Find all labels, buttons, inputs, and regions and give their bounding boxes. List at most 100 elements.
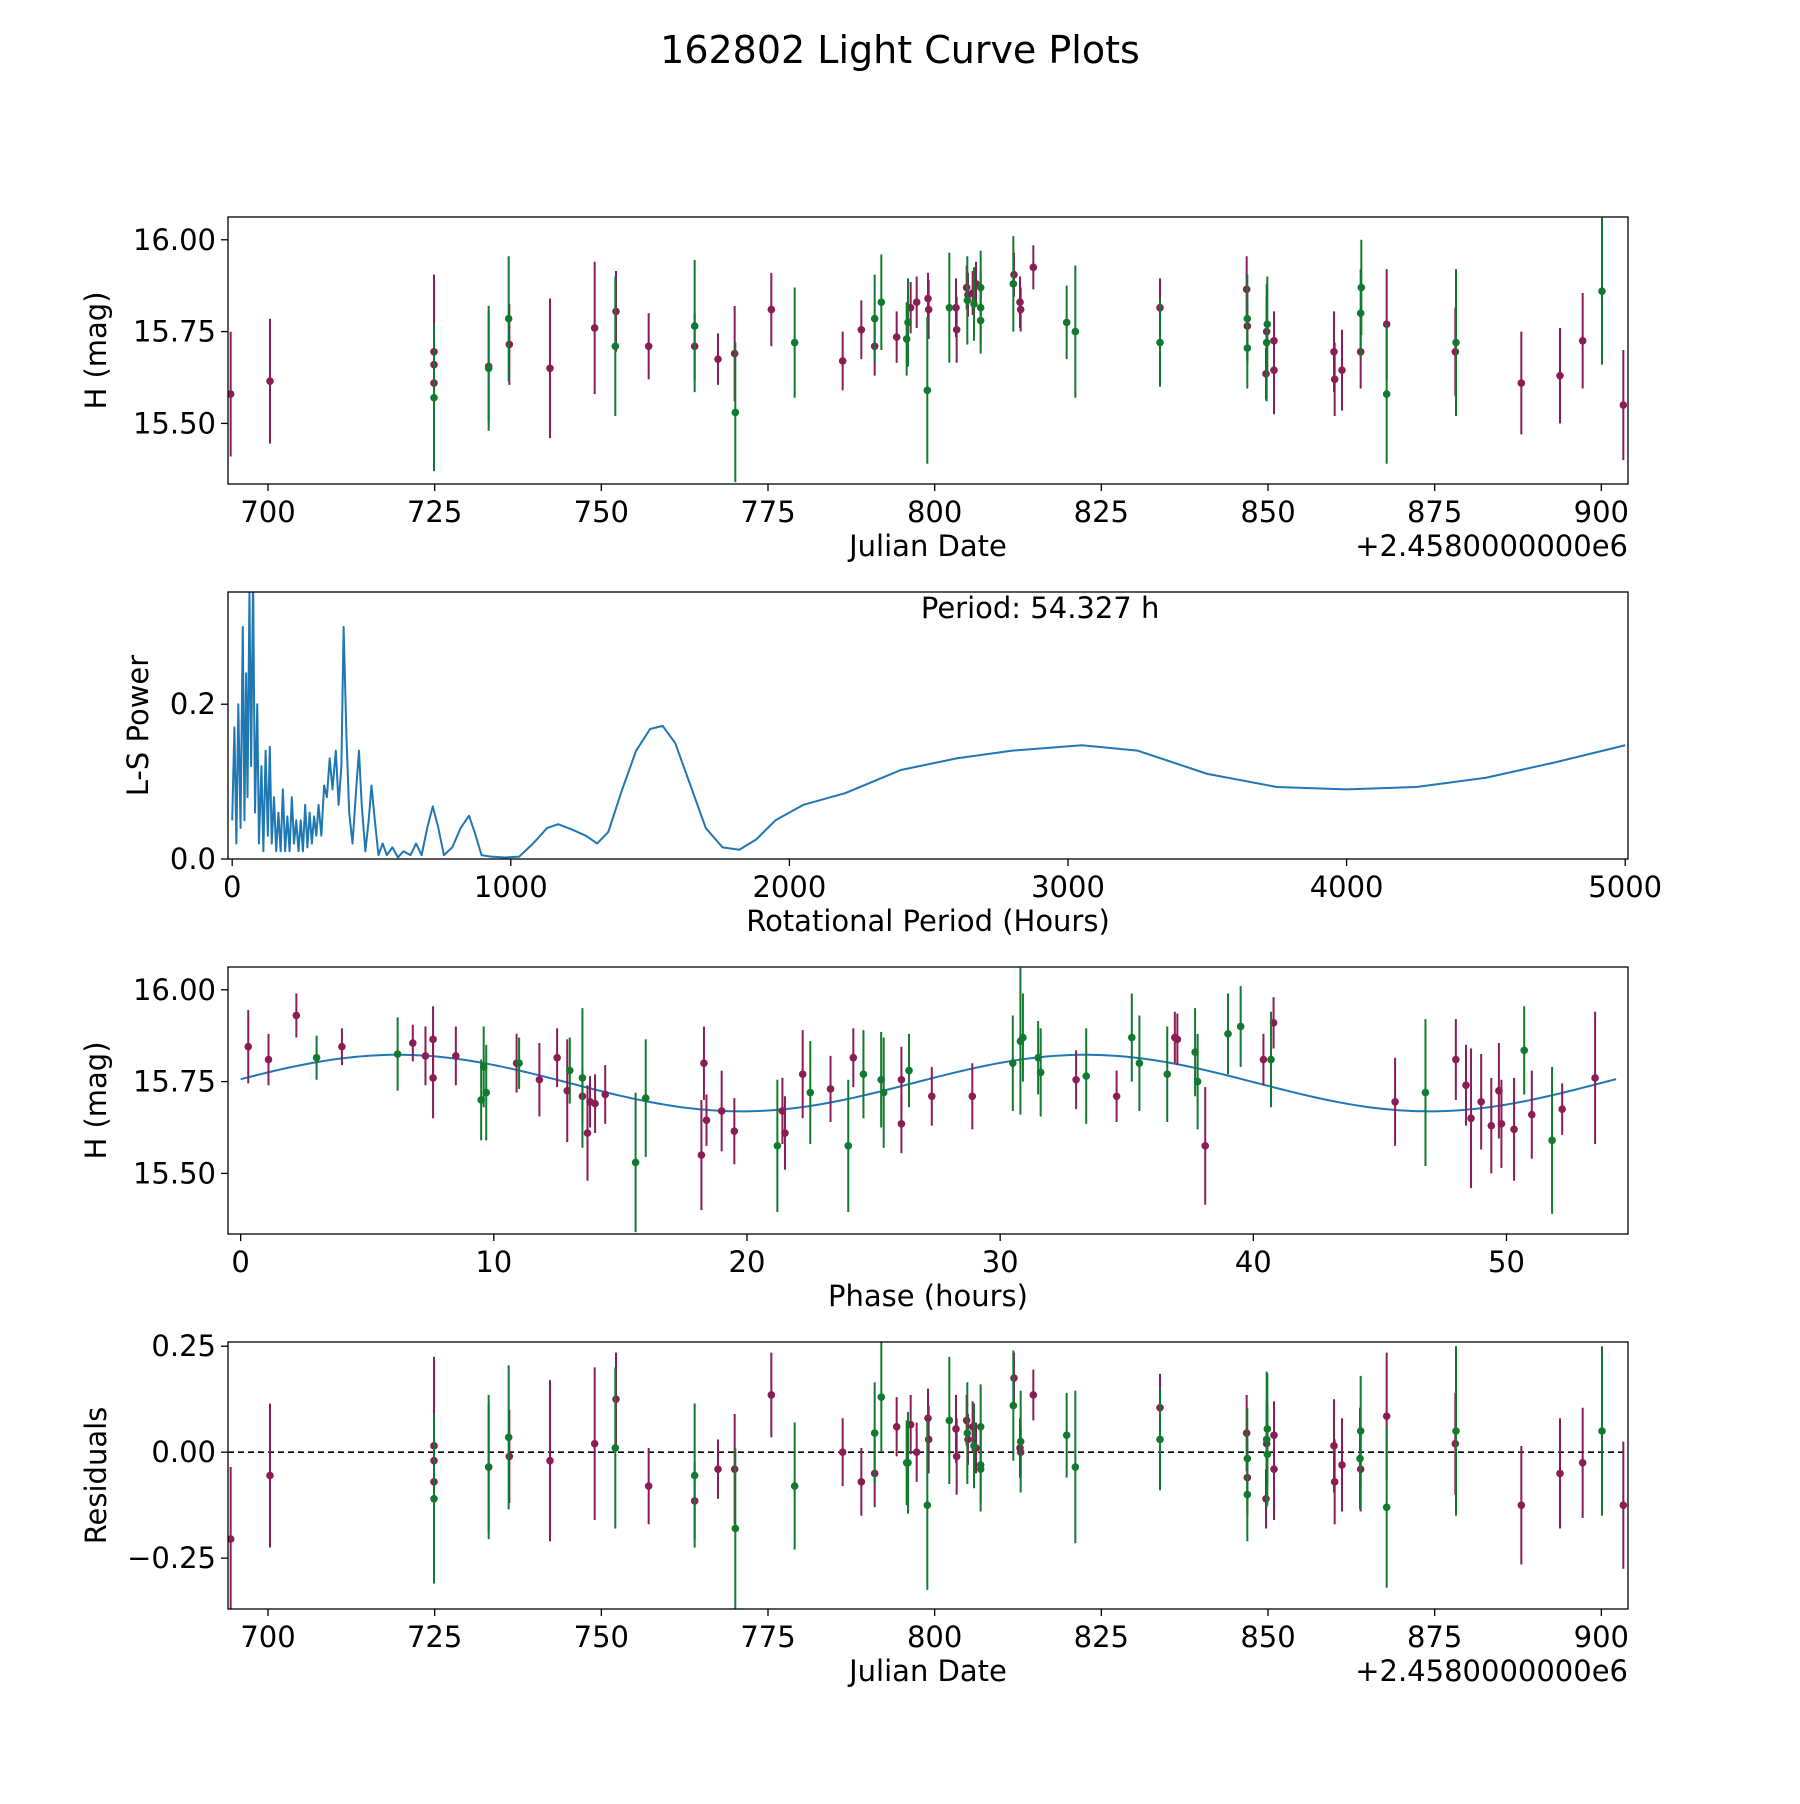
y-tick-label: 0.0	[170, 842, 216, 876]
data-point-filter_b	[970, 300, 978, 308]
x-tick-label: 775	[740, 495, 795, 529]
x-axis-label: Phase (hours)	[828, 1279, 1028, 1313]
x-tick-label: 875	[1407, 495, 1462, 529]
data-point-filter_a	[228, 390, 235, 398]
data-point-filter_a	[1497, 1120, 1506, 1128]
data-point-filter_a	[1527, 1110, 1536, 1119]
x-tick-label: 800	[907, 495, 962, 529]
data-point-filter_b	[1520, 1046, 1529, 1055]
data-point-filter_b	[1156, 338, 1164, 347]
data-point-filter_b	[1071, 327, 1080, 336]
data-point-filter_b	[1009, 1401, 1018, 1410]
data-point-filter_a	[1517, 379, 1526, 387]
data-point-filter_b	[504, 1433, 513, 1442]
data-point-filter_a	[767, 305, 776, 314]
data-point-filter_b	[484, 1463, 493, 1471]
data-point-filter_a	[266, 377, 274, 385]
data-point-filter_a	[697, 1151, 706, 1159]
data-point-filter_a	[1016, 305, 1025, 314]
x-tick-label: 3000	[1031, 870, 1105, 904]
data-point-filter_b	[1263, 1450, 1272, 1459]
data-point-filter_a	[228, 1535, 235, 1543]
y-tick-label: 16.00	[133, 223, 216, 257]
data-point-filter_a	[429, 1074, 437, 1082]
data-point-filter_b	[790, 1482, 799, 1490]
data-point-filter_b	[879, 1088, 888, 1097]
data-point-filter_b	[905, 1066, 913, 1075]
data-point-filter_a	[1259, 1055, 1268, 1064]
panel-residuals: 700 725 750 775 800 825 850 875 900 −0.25 0.00 0.25…	[79, 1329, 1629, 1688]
x-tick-label: 900	[1574, 1620, 1629, 1654]
data-point-filter_a	[1338, 1461, 1346, 1469]
data-point-filter_a	[1029, 1391, 1038, 1399]
axes-frame	[227, 1341, 1629, 1610]
data-point-filter_a	[1510, 1125, 1518, 1134]
data-point-filter_b	[923, 386, 932, 395]
data-point-filter_a	[1578, 336, 1587, 345]
data-point-filter_a	[553, 1053, 561, 1062]
data-point-filter_b	[504, 314, 513, 323]
data-point-filter_b	[484, 364, 493, 373]
data-point-filter_b	[1598, 1427, 1606, 1435]
data-point-filter_b	[690, 1471, 699, 1480]
data-point-filter_a	[244, 1042, 253, 1051]
data-point-filter_b	[1016, 1437, 1025, 1446]
data-point-filter_b	[859, 1070, 868, 1079]
data-point-filter_a	[1487, 1121, 1496, 1130]
data-point-filter_b	[1356, 1454, 1364, 1463]
y-tick-label: 0.25	[151, 1329, 216, 1363]
data-point-filter_a	[590, 324, 599, 332]
data-point-filter_a	[546, 1456, 554, 1465]
data-point-filter_a	[644, 1482, 653, 1490]
data-point-filter_b	[1236, 1022, 1245, 1031]
data-point-filter_a	[924, 1435, 933, 1444]
plot-area-residuals	[228, 1342, 1628, 1609]
x-tick-label: 0	[223, 870, 241, 904]
data-point-filter_b	[631, 1158, 640, 1167]
data-point-filter_a	[892, 1422, 901, 1431]
periodogram-line	[231, 592, 1626, 859]
y-axis-label: L-S Power	[121, 655, 155, 796]
data-point-filter_a	[264, 1055, 273, 1064]
data-point-filter_a	[1556, 371, 1564, 380]
plot-area-periodogram	[231, 592, 1626, 859]
data-point-filter_a	[702, 1116, 711, 1124]
data-point-filter_b	[1009, 1059, 1017, 1068]
data-point-filter_b	[1357, 283, 1366, 292]
data-point-filter_b	[970, 1442, 978, 1450]
data-point-filter_b	[773, 1142, 782, 1150]
y-axis-label: H (mag)	[79, 1041, 113, 1159]
data-point-filter_a	[590, 1439, 599, 1448]
data-point-filter_b	[1421, 1088, 1430, 1097]
data-point-filter_a	[952, 303, 960, 312]
data-point-filter_b	[393, 1050, 402, 1058]
x-tick-label: 900	[1574, 495, 1629, 529]
data-point-filter_a	[1477, 1097, 1485, 1106]
data-point-filter_a	[714, 355, 722, 363]
data-point-filter_a	[1330, 375, 1339, 384]
data-point-filter_a	[1029, 263, 1038, 272]
data-point-filter_a	[1467, 1114, 1475, 1123]
data-point-filter_b	[430, 393, 438, 402]
data-point-filter_b	[806, 1088, 815, 1097]
data-point-filter_b	[565, 1066, 574, 1075]
data-point-filter_b	[690, 322, 699, 330]
data-point-filter_a	[826, 1085, 835, 1093]
data-point-filter_b	[611, 342, 620, 351]
x-tick-label: 40	[1235, 1245, 1272, 1279]
x-axis-label: Julian Date	[847, 529, 1007, 563]
model-fit-line	[240, 1053, 1617, 1113]
x-tick-label: 825	[1074, 1620, 1129, 1654]
x-tick-label: 850	[1240, 495, 1295, 529]
data-point-filter_a	[1338, 366, 1346, 374]
data-point-filter_a	[292, 1011, 301, 1020]
data-point-filter_a	[968, 1092, 977, 1101]
data-point-filter_a	[849, 1053, 858, 1062]
data-point-filter_b	[1452, 338, 1460, 347]
data-point-filter_a	[857, 325, 866, 334]
x-tick-label: 725	[407, 495, 462, 529]
x-tick-label: 30	[982, 1245, 1019, 1279]
data-point-filter_b	[1243, 344, 1252, 352]
axes-frame	[227, 216, 1629, 485]
